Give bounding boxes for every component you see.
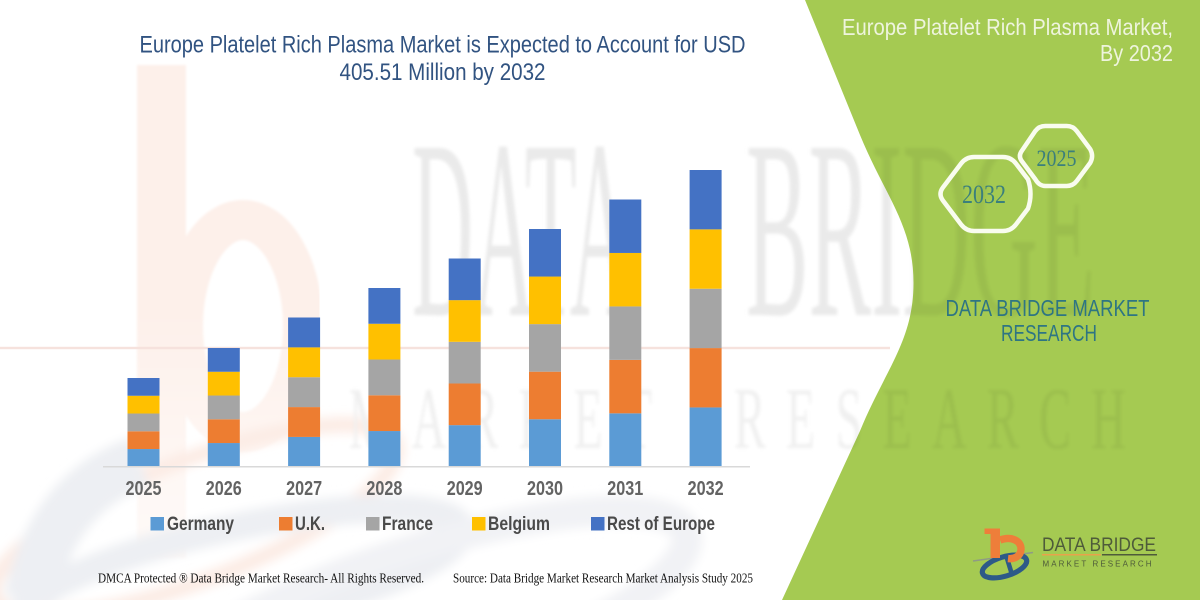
svg-text:405.51 Million by 2032: 405.51 Million by 2032 <box>340 59 546 86</box>
svg-text:RESEARCH: RESEARCH <box>1001 320 1097 346</box>
svg-text:2028: 2028 <box>366 478 402 500</box>
svg-text:2026: 2026 <box>206 478 242 500</box>
svg-text:DATA BRIDGE MARKET: DATA BRIDGE MARKET <box>946 295 1150 321</box>
svg-text:By 2032: By 2032 <box>1100 40 1173 66</box>
svg-text:DMCA Protected ® Data Bridge M: DMCA Protected ® Data Bridge Market Rese… <box>98 572 424 587</box>
svg-text:Source: Data Bridge Market Res: Source: Data Bridge Market Research Mark… <box>453 572 753 587</box>
svg-text:DATA BRIDGE: DATA BRIDGE <box>1042 534 1156 556</box>
svg-text:MARKET RESEARCH: MARKET RESEARCH <box>1043 560 1154 569</box>
svg-text:Rest of Europe: Rest of Europe <box>607 514 715 535</box>
svg-text:Germany: Germany <box>167 514 234 535</box>
svg-text:2029: 2029 <box>447 478 483 500</box>
svg-text:2032: 2032 <box>962 180 1006 209</box>
svg-text:2032: 2032 <box>688 478 724 500</box>
svg-text:2025: 2025 <box>1037 146 1077 171</box>
svg-text:Europe Platelet Rich Plasma Ma: Europe Platelet Rich Plasma Market, <box>842 14 1173 40</box>
svg-text:DATA: DATA <box>412 89 631 371</box>
svg-text:2025: 2025 <box>126 478 162 500</box>
svg-text:2031: 2031 <box>607 478 643 500</box>
svg-text:2030: 2030 <box>527 478 563 500</box>
svg-text:U.K.: U.K. <box>295 514 325 535</box>
svg-text:2027: 2027 <box>286 478 322 500</box>
svg-text:France: France <box>382 514 433 535</box>
svg-text:Belgium: Belgium <box>488 514 550 535</box>
svg-text:Europe Platelet Rich Plasma Ma: Europe Platelet Rich Plasma Market is Ex… <box>140 32 746 59</box>
